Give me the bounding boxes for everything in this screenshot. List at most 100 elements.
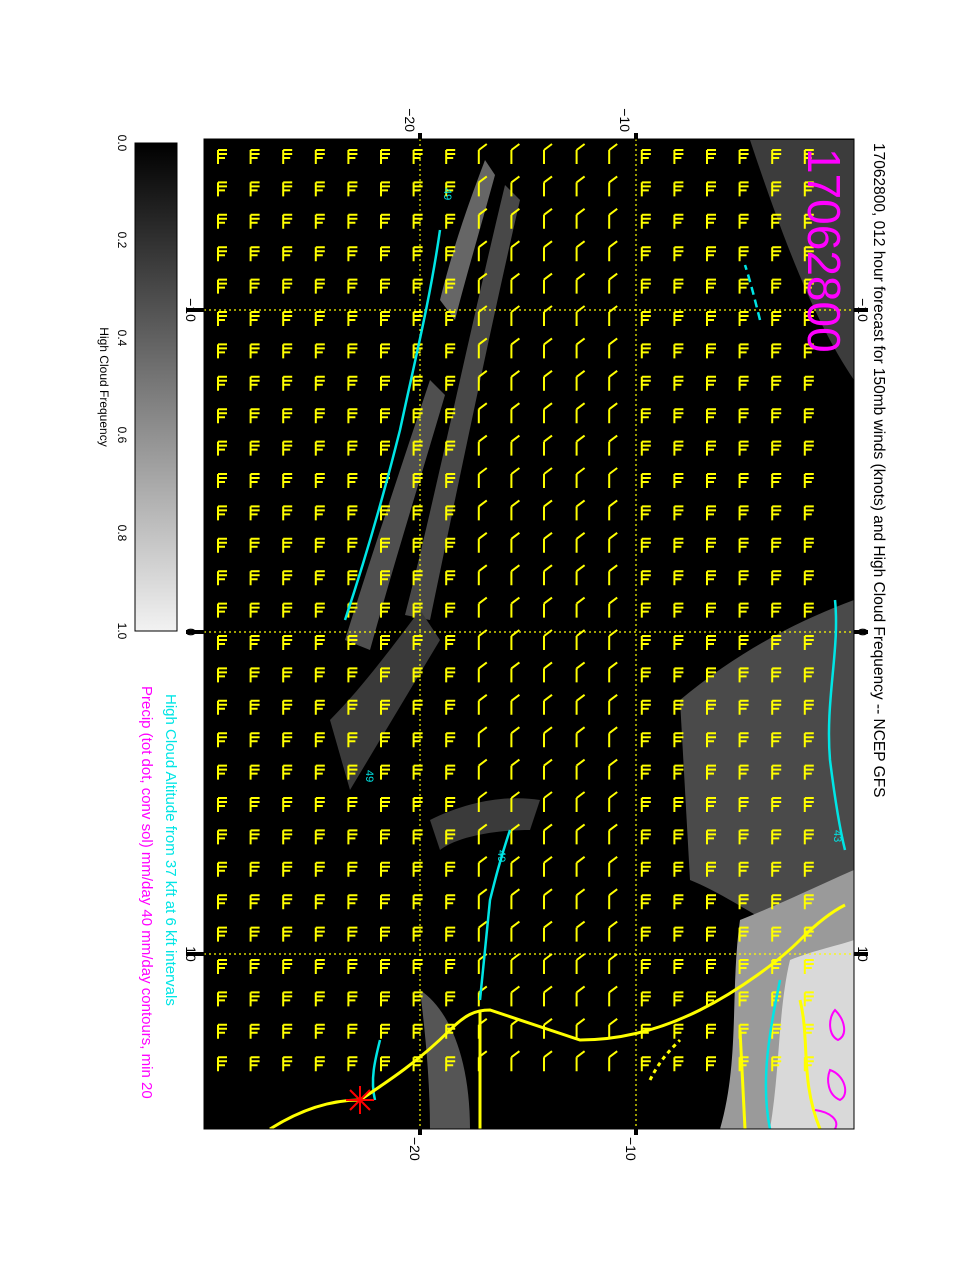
wind-barb [673,1056,684,1072]
wind-barb [380,213,390,229]
wind-barb [575,434,586,456]
wind-barb [314,473,325,488]
wind-barb [803,829,814,845]
wind-barb [706,537,716,553]
wind-barb [640,959,651,974]
wind-barb [575,240,586,262]
wind-barb [347,764,358,780]
wind-barb [510,985,520,1007]
wind-barb [706,311,716,326]
wind-barb [477,823,488,845]
wind-barb [314,797,325,812]
precip-contours [814,1008,847,1129]
wind-barb [771,149,782,164]
wind-barb [412,635,423,650]
wind-barb [217,537,227,553]
wind-barb [380,959,390,974]
wind-barb [347,375,358,391]
wind-barb [217,1023,227,1039]
axis-label: −10 [617,108,633,132]
wind-barb [347,861,358,877]
wind-barb [575,532,586,553]
wind-barb [608,143,618,164]
wind-barb [510,726,520,748]
wind-barb [412,181,423,197]
contour-line [827,599,847,851]
wind-barb [314,537,325,553]
wind-barb [249,408,260,424]
wind-barb [510,143,520,164]
wind-barb [477,240,488,262]
wind-barb [445,861,456,877]
wind-barb [380,635,390,650]
wind-barb [217,635,227,650]
wind-barb [314,375,325,391]
wind-barb [608,856,618,877]
wind-barb [575,888,586,910]
wind-barb [249,570,260,586]
wind-barb [477,694,488,715]
wind-barb [380,699,390,715]
wind-barb [510,953,520,974]
wind-barb [673,246,684,262]
wind-barb [575,208,586,229]
colorbar-tick: 0.6 [115,427,129,444]
axis-label: −10 [623,1137,639,1161]
wind-barb [575,402,586,424]
wind-barb [347,440,358,456]
wind-barb [510,240,520,262]
wind-barb [543,629,553,650]
wind-barb [347,667,358,683]
wind-barb [380,311,390,326]
wind-barb [477,143,488,164]
wind-barb [706,894,716,910]
wind-barb [771,699,782,715]
wind-barb [347,1056,358,1072]
wind-barb [217,667,227,683]
wind-barb [640,635,651,650]
wind-barb [673,343,684,359]
wind-barb [706,991,716,1007]
wind-barb [575,467,586,488]
wind-barb [608,596,618,618]
colorbar-tick: 0.2 [115,232,129,249]
contour-line [478,829,512,1001]
wind-barb [249,149,260,164]
wind-barb [673,213,684,229]
wind-barb [477,856,488,877]
wind-barb [771,635,782,650]
wind-barb [640,408,651,424]
wind-barb [477,661,488,683]
wind-barb [412,246,423,262]
wind-barb [771,667,782,683]
border-line [798,999,822,1129]
wind-barb [803,375,814,391]
wind-barb [738,764,749,780]
wind-barb [217,602,227,618]
wind-barb [706,213,716,229]
wind-barb [771,570,782,586]
wind-barb [445,764,456,780]
wind-barb [803,181,814,197]
wind-barb [217,732,227,748]
wind-barb [282,991,293,1007]
axis-label: −20 [402,108,418,132]
wind-barb [477,208,488,229]
wind-barb [706,667,716,683]
wind-barb [543,1050,553,1072]
wind-barb [803,797,814,812]
wind-barb [314,894,325,910]
wind-barb [380,408,390,424]
wind-barb [347,1023,358,1039]
wind-barb [347,991,358,1007]
wind-barb [282,375,293,391]
wind-barb [217,959,227,974]
wind-barb [477,791,488,812]
wind-barb [510,629,520,650]
wind-barb [771,213,782,229]
wind-barb [738,894,749,910]
wind-barb [282,440,293,456]
wind-barb [706,699,716,715]
wind-barb [314,213,325,229]
